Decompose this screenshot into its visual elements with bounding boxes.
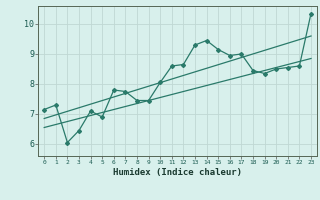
X-axis label: Humidex (Indice chaleur): Humidex (Indice chaleur)	[113, 168, 242, 177]
